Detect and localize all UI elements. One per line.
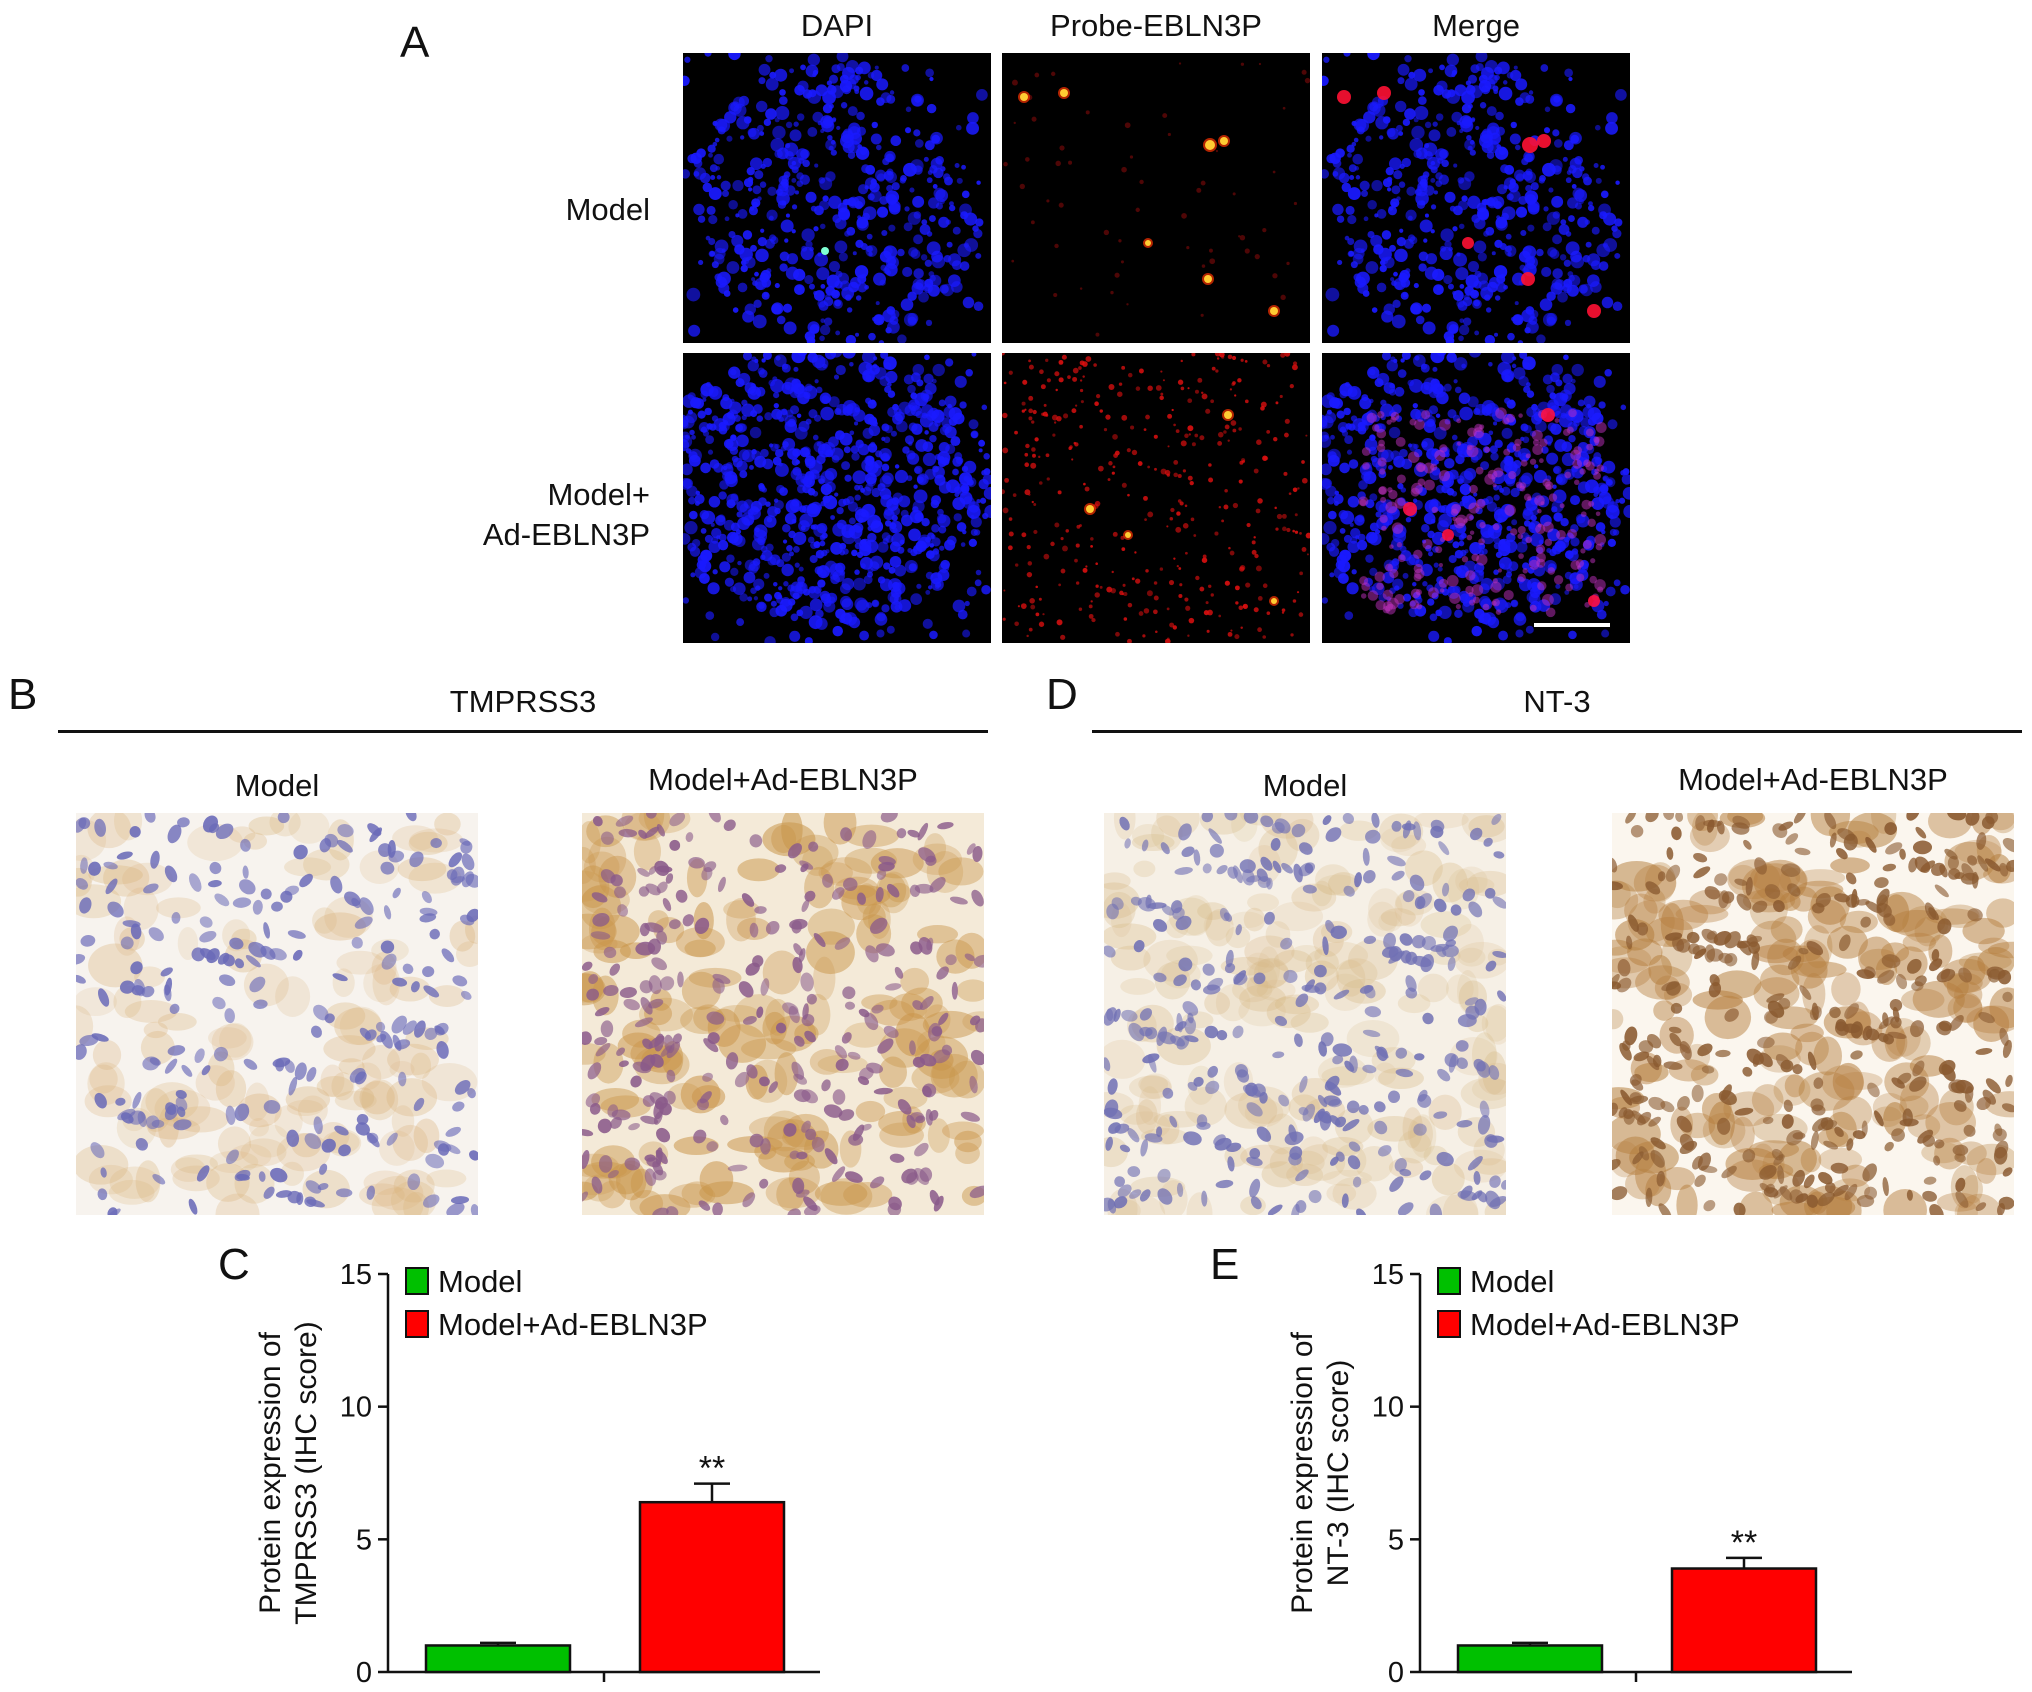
- col-label-merge: Merge: [1432, 8, 1520, 43]
- fluor-image-probe-treated: [1002, 353, 1310, 643]
- chart-c-ytick-label: 0: [356, 1657, 372, 1689]
- chart-c-bar-model: [424, 1644, 572, 1674]
- row-label-model-ad-line1: Model+: [547, 477, 650, 512]
- row-label-model-ad-line2: Ad-EBLN3P: [482, 517, 650, 552]
- chart-c-legend-label: Model: [438, 1264, 522, 1299]
- panel-a-letter: A: [400, 18, 430, 67]
- panel-d-title: NT-3: [1523, 684, 1591, 719]
- ihc-image-nt3-model: [1104, 813, 1506, 1215]
- chart-c-legend-swatch: [405, 1267, 429, 1295]
- chart-e-svg: Protein expression of NT-3 (IHC score) 0 5 1…: [1286, 1259, 1852, 1689]
- row-label-model-line: Model: [565, 192, 650, 227]
- panel-b-label-model: Model: [234, 768, 320, 803]
- ihc-image-tmprss3-treated: [582, 813, 984, 1215]
- col-label-dapi: DAPI: [800, 8, 874, 43]
- chart-c-ylabel-line: TMPRSS3 (IHC score): [290, 1321, 323, 1624]
- panel-d-rule: [1092, 730, 2022, 733]
- panel-d-label-model: Model: [1262, 768, 1348, 803]
- chart-c-legend-swatch: [405, 1310, 429, 1338]
- chart-e-bar-treated: [1670, 1567, 1818, 1674]
- scale-bar: [1534, 623, 1610, 627]
- chart-e-significance: **: [1731, 1524, 1757, 1562]
- row-label-model-ad: Model+ Ad-EBLN3P: [400, 475, 650, 555]
- chart-e-ytick-label: 10: [1372, 1392, 1404, 1424]
- chart-c-ylabel: Protein expression of TMPRSS3 (IHC score): [254, 1321, 323, 1624]
- panel-b-letter: B: [8, 670, 38, 719]
- panel-d-label-treated: Model+Ad-EBLN3P: [1678, 762, 1948, 797]
- chart-c-legend-label: Model+Ad-EBLN3P: [438, 1307, 708, 1342]
- chart-e-ylabel-line: NT-3 (IHC score): [1322, 1360, 1355, 1587]
- panel-e-letter: E: [1210, 1240, 1240, 1289]
- fluor-image-dapi-model: [683, 53, 991, 343]
- panel-d-letter: D: [1046, 670, 1078, 719]
- fluor-image-merge-treated: [1322, 353, 1630, 643]
- panel-b-label-treated: Model+Ad-EBLN3P: [648, 762, 918, 797]
- panel-c-letter: C: [218, 1240, 250, 1289]
- row-label-model: Model: [470, 190, 650, 230]
- chart-e-ytick-label: 15: [1372, 1259, 1404, 1291]
- chart-c-ytick-label: 15: [340, 1259, 372, 1291]
- chart-c-ytick-label: 5: [356, 1524, 372, 1556]
- chart-c-significance: **: [699, 1450, 725, 1488]
- chart-e-legend-label: Model+Ad-EBLN3P: [1470, 1307, 1740, 1342]
- chart-e-legend-swatch: [1437, 1267, 1461, 1295]
- chart-c-ytick-label: 10: [340, 1392, 372, 1424]
- fluor-image-dapi-treated: [683, 353, 991, 643]
- panel-b-title: TMPRSS3: [449, 684, 597, 719]
- chart-e-ytick-label: 5: [1388, 1524, 1404, 1556]
- chart-e-ylabel: Protein expression of NT-3 (IHC score): [1286, 1331, 1355, 1613]
- chart-e-bar-model: [1456, 1644, 1604, 1674]
- chart-c: Protein expression of TMPRSS3 (IHC score)…: [240, 1240, 840, 1692]
- chart-c-ylabel-line: Protein expression of: [254, 1331, 287, 1613]
- ihc-image-nt3-treated: [1612, 813, 2014, 1215]
- chart-e-legend-swatch: [1437, 1310, 1461, 1338]
- panel-b-rule: [58, 730, 988, 733]
- ihc-image-tmprss3-model: [76, 813, 478, 1215]
- chart-e-ylabel-line: Protein expression of: [1286, 1331, 1319, 1613]
- col-label-probe: Probe-EBLN3P: [1050, 8, 1262, 43]
- chart-e-ytick-label: 0: [1388, 1657, 1404, 1689]
- chart-c-bar-treated: [638, 1500, 786, 1674]
- fluor-image-merge-model: [1322, 53, 1630, 343]
- chart-e-legend-label: Model: [1470, 1264, 1554, 1299]
- fluor-image-probe-model: [1002, 53, 1310, 343]
- chart-c-svg: Protein expression of TMPRSS3 (IHC score)…: [254, 1259, 820, 1689]
- chart-e: Protein expression of NT-3 (IHC score) 0 5 1…: [1272, 1240, 1872, 1692]
